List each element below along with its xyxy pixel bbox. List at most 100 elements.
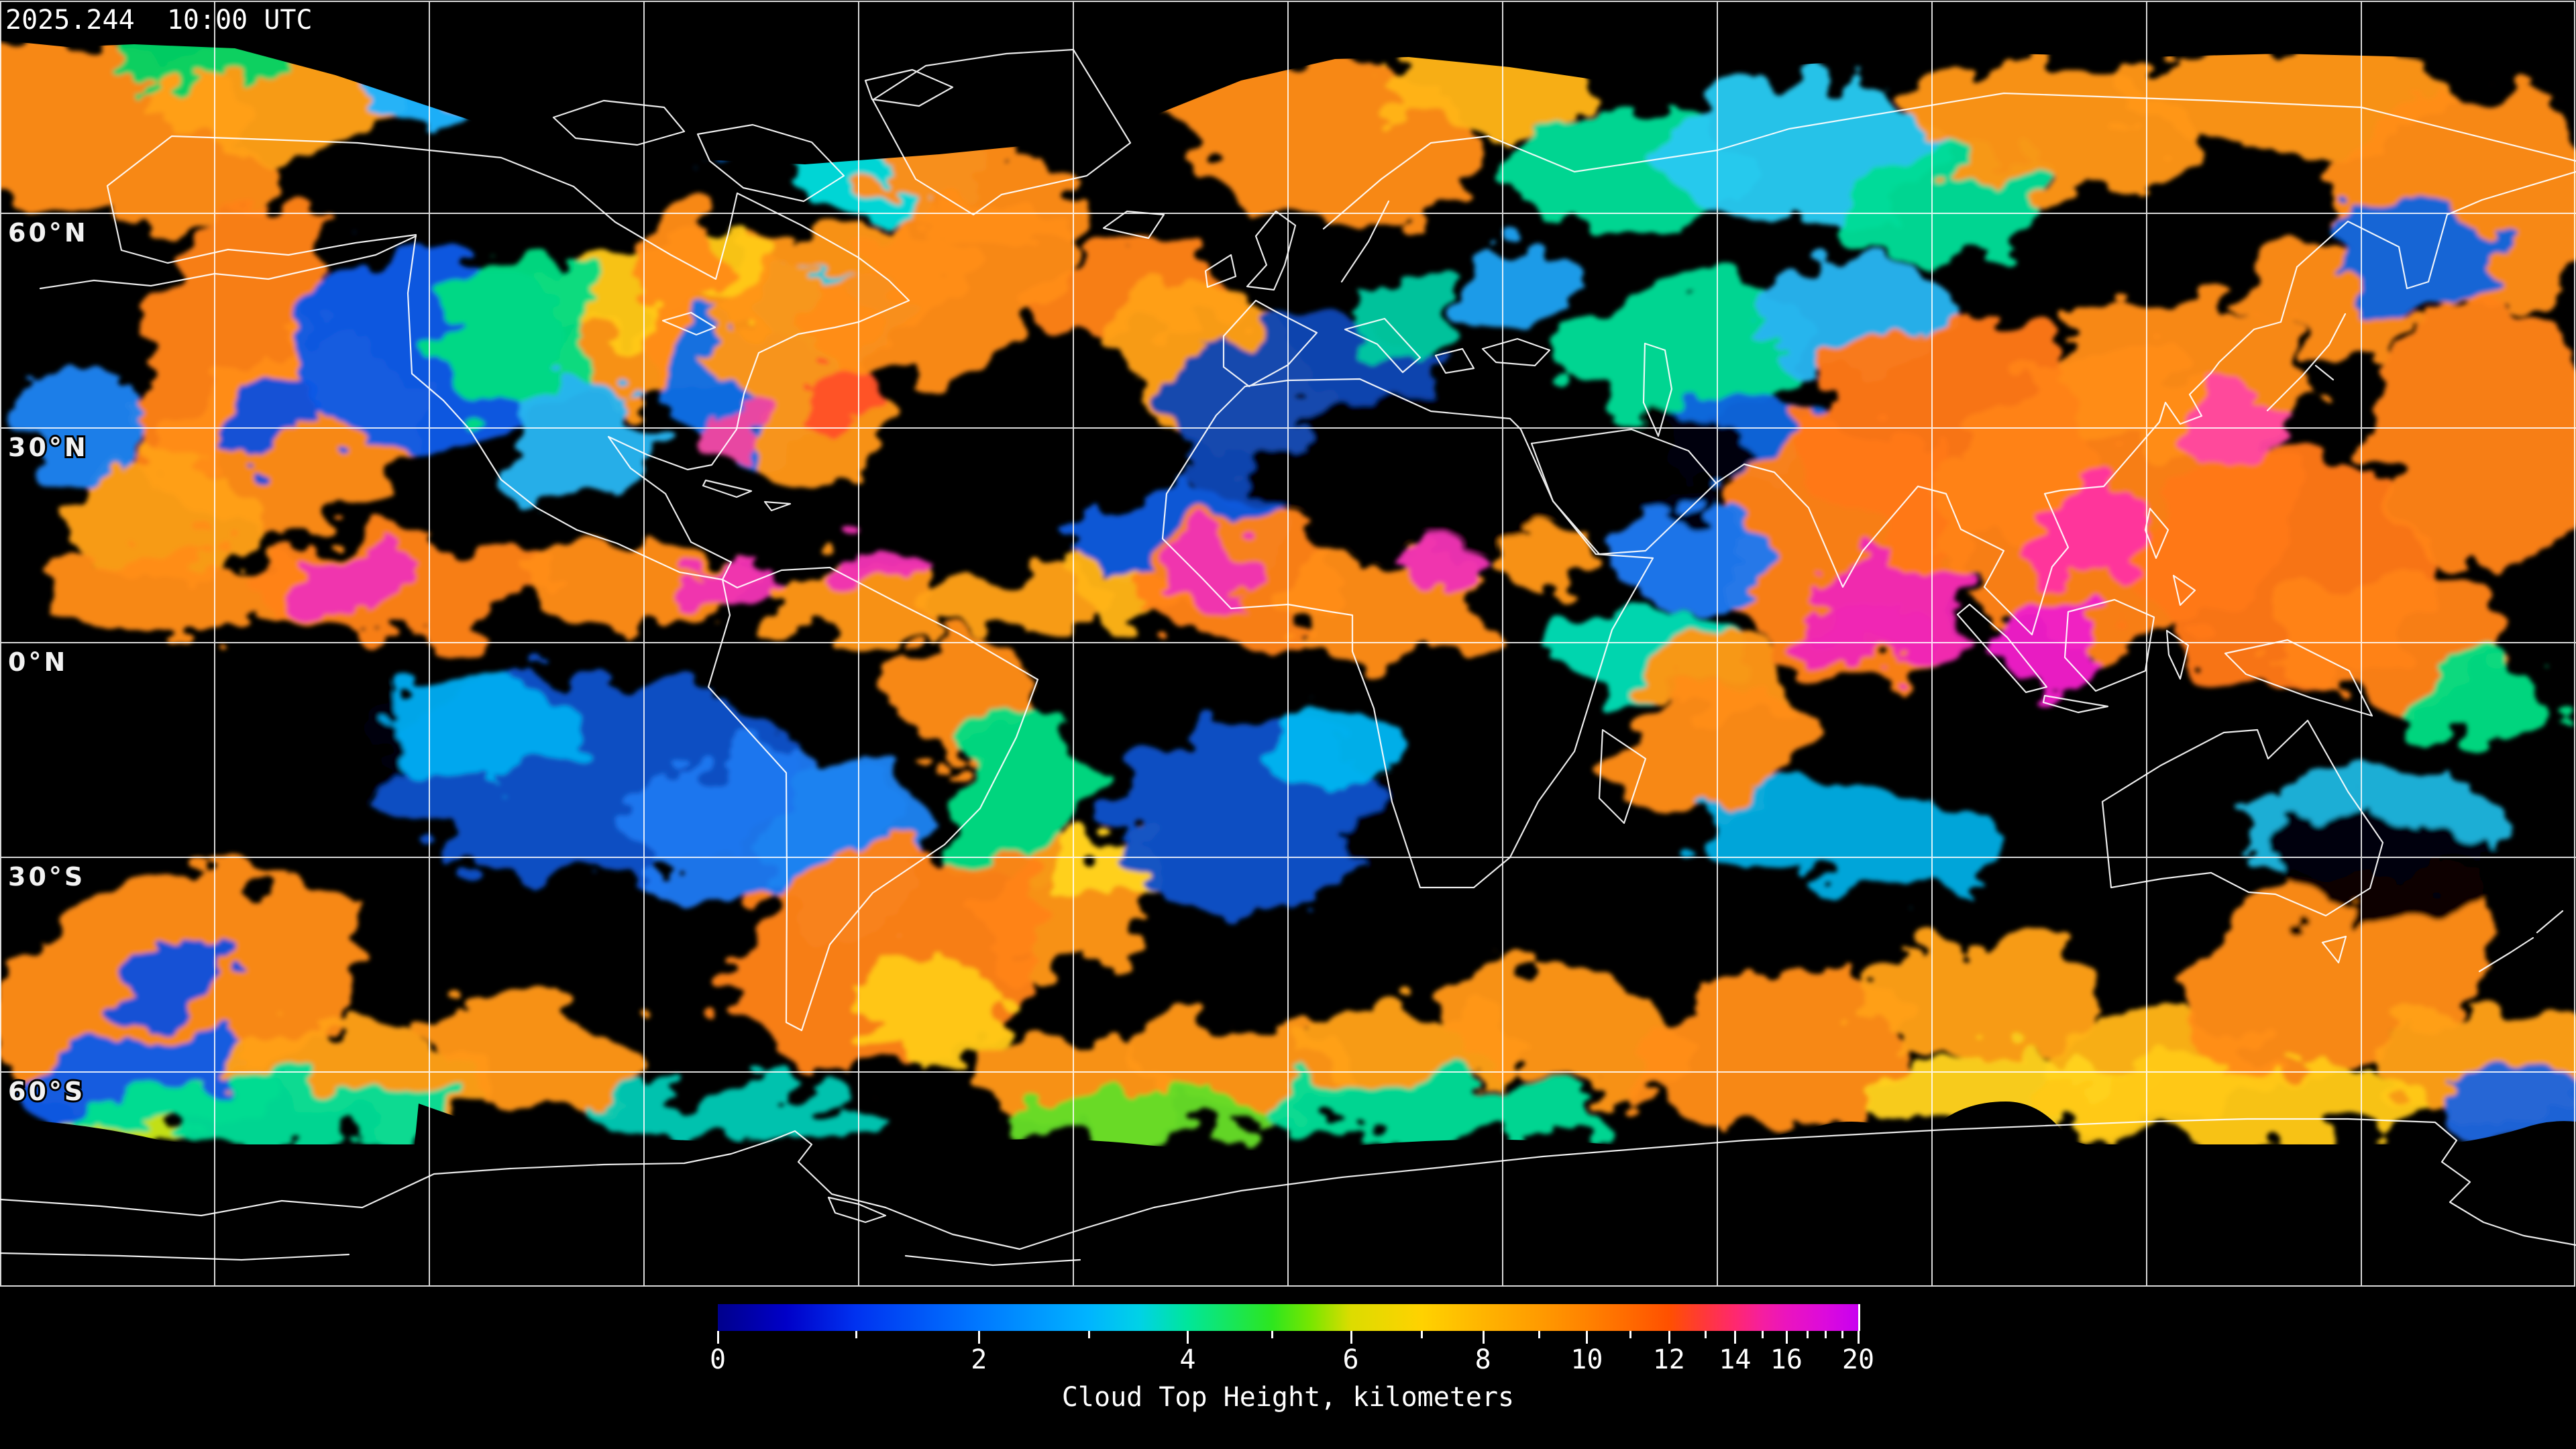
coastlines xyxy=(0,48,2576,1267)
coastline xyxy=(707,566,1039,1032)
cloud-region xyxy=(1845,151,2046,265)
coastline xyxy=(871,48,1132,216)
latitude-label: 60°S xyxy=(8,1077,85,1106)
cloud-region xyxy=(40,550,309,631)
colorbar-title: Cloud Top Height, kilometers xyxy=(1061,1382,1515,1413)
cloud-region xyxy=(810,205,1068,372)
cloud-region xyxy=(80,1080,456,1140)
coastline xyxy=(2165,629,2190,680)
coastline xyxy=(2266,313,2347,412)
colorbar-tick-14 xyxy=(1734,1331,1737,1344)
colorbar-tick-10 xyxy=(1586,1331,1589,1344)
cloud-region xyxy=(1489,523,1597,590)
cloud-region xyxy=(1459,255,1573,322)
coastline xyxy=(864,68,954,107)
coastline xyxy=(0,1252,1081,1267)
colorbar-tick-0 xyxy=(717,1331,719,1344)
coastline xyxy=(106,135,910,581)
colorbar-tick-18 xyxy=(1824,1331,1827,1338)
coastline xyxy=(0,1118,2576,1250)
cloud-region xyxy=(953,704,1087,892)
cloud-region xyxy=(1570,278,1811,419)
cloud-region xyxy=(798,359,892,419)
cloud-region xyxy=(684,564,778,617)
colorbar-tick-label-20: 20 xyxy=(1841,1344,1875,1375)
coastline xyxy=(827,1196,887,1224)
cloud-region xyxy=(219,377,318,455)
colorbar-tick-17 xyxy=(1806,1331,1809,1338)
cloud-region xyxy=(1161,540,1254,600)
coastline xyxy=(696,123,845,203)
coastline xyxy=(552,99,686,146)
coastline xyxy=(1102,210,1165,239)
cloud-region xyxy=(2415,657,2563,751)
timestamp-label: 2025.244 10:00 UTC xyxy=(5,5,313,36)
coastline xyxy=(1204,254,1237,288)
colorbar-tick-7 xyxy=(1420,1331,1423,1338)
colorbar-tick-9 xyxy=(1538,1331,1540,1338)
colorbar-tick-label-16: 16 xyxy=(1770,1344,1803,1375)
colorbar-tick-label-10: 10 xyxy=(1570,1344,1603,1375)
cloud-region xyxy=(1705,773,1998,891)
coastline xyxy=(1530,428,1717,555)
colorbar-tick-label-14: 14 xyxy=(1719,1344,1752,1375)
latitude-label: 60°N xyxy=(8,218,89,248)
cloud-layer xyxy=(0,20,2576,1147)
coastline xyxy=(661,311,716,336)
cloud-region xyxy=(2046,1063,2422,1144)
cloud-region xyxy=(1342,288,1462,356)
colorbar: 0 2 4 6 8 10 12 14 16 20 Cloud Top Height, kilome… xyxy=(710,1304,1874,1438)
coastline xyxy=(1344,317,1421,374)
cloud-region xyxy=(1801,600,1915,674)
colorbar-tick-label-4: 4 xyxy=(1179,1344,1196,1375)
colorbar-tick-1 xyxy=(855,1331,857,1338)
latitude-label: 0°N xyxy=(8,647,68,677)
map-border xyxy=(0,1,2575,1287)
colorbar-tick-20 xyxy=(1858,1331,1860,1344)
latitude-label: 30°N xyxy=(8,433,89,462)
cloud-region xyxy=(1254,396,1603,543)
coastline xyxy=(1956,603,2048,694)
colorbar-tick-label-6: 6 xyxy=(1342,1344,1359,1375)
cloud-region xyxy=(577,1087,899,1140)
latitude-labels: 60°S 30°S 0°N 30°N 60°N xyxy=(6,216,89,1108)
latitude-label: 30°S xyxy=(8,862,85,892)
coastline xyxy=(1481,337,1551,367)
cloud-region xyxy=(1437,966,1689,1087)
coastline xyxy=(1161,378,1654,889)
cloud-region xyxy=(1865,939,2106,1060)
colorbar-tick-6 xyxy=(1350,1331,1352,1344)
coastline xyxy=(2063,598,2155,692)
colorbar-tick-3 xyxy=(1087,1331,1090,1338)
cloud-region xyxy=(134,192,322,479)
colorbar-tick-8 xyxy=(1482,1331,1485,1344)
coastline xyxy=(2224,639,2373,717)
cloud-region xyxy=(1610,493,1771,607)
cloud-region xyxy=(1409,543,1489,597)
cloud-region xyxy=(2274,812,2502,919)
gridlines xyxy=(0,1,2576,1287)
cloud-region xyxy=(1342,778,1556,912)
colorbar-tick-11 xyxy=(1629,1331,1631,1338)
colorbar-tick-4 xyxy=(1187,1331,1189,1344)
coastline xyxy=(1434,347,1475,374)
cloud-region xyxy=(433,252,600,419)
coastline xyxy=(1222,299,1318,388)
colorbar-tick-16 xyxy=(1785,1331,1788,1344)
coastline xyxy=(1322,135,1490,283)
cloud-region xyxy=(932,570,1107,637)
coastline xyxy=(2321,935,2347,964)
colorbar-tick-label-2: 2 xyxy=(971,1344,987,1375)
coastline xyxy=(1246,210,1297,291)
cloud-region xyxy=(68,454,268,579)
cloud-region xyxy=(692,415,757,458)
colorbar-tick-5 xyxy=(1271,1331,1274,1338)
cloud-region xyxy=(47,657,396,845)
colorbar-tick-12 xyxy=(1668,1331,1670,1344)
cloud-region xyxy=(295,553,402,614)
cloud-region xyxy=(2375,302,2576,570)
cloud-region xyxy=(852,959,1013,1067)
cloud-region xyxy=(2026,490,2160,584)
